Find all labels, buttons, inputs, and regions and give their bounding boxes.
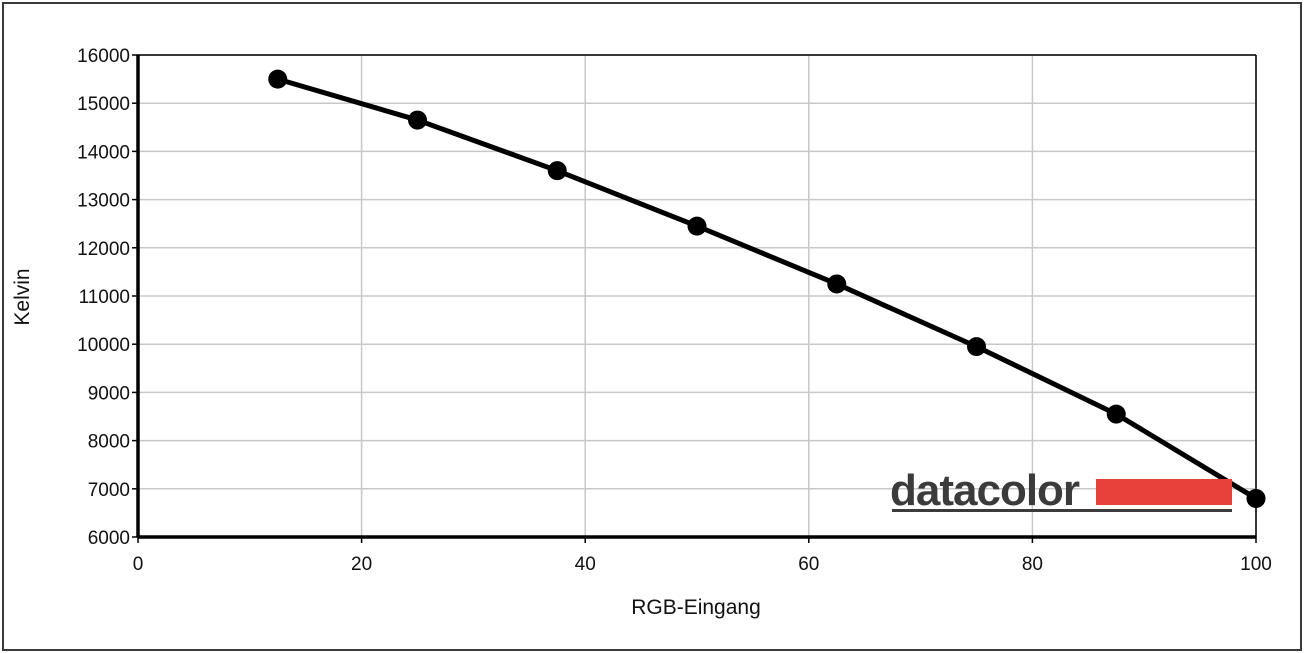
datacolor-logo: datacolor — [890, 466, 1232, 515]
x-tick-label: 20 — [351, 554, 372, 575]
y-tick-label: 7000 — [88, 480, 130, 501]
logo-text: datacolor — [890, 466, 1080, 515]
x-tick-label: 100 — [1240, 554, 1272, 575]
y-tick-label: 14000 — [77, 142, 130, 163]
data-point — [1246, 488, 1266, 508]
series-group — [268, 69, 1266, 508]
data-point — [547, 161, 567, 181]
y-tick-label: 10000 — [77, 335, 130, 356]
data-point — [408, 110, 427, 130]
x-tick-label: 80 — [1022, 554, 1043, 575]
y-axis-ticks: 6000 7000 8000 9000 10000 11000 12000 13000 1400… — [77, 46, 138, 549]
y-axis-title: Kelvin — [11, 268, 34, 325]
x-tick-label: 40 — [575, 554, 596, 575]
x-axis-title: RGB-Eingang — [631, 596, 761, 619]
series-line — [277, 76, 1258, 501]
x-axis-ticks: 0 20 40 60 80 100 — [133, 537, 1272, 575]
logo-underline — [892, 509, 1232, 512]
data-point — [687, 216, 707, 236]
y-tick-label: 12000 — [77, 239, 130, 260]
data-point — [967, 337, 986, 357]
y-tick-label: 13000 — [77, 191, 130, 212]
y-tick-label: 8000 — [88, 432, 130, 453]
logo-red-bar — [1096, 479, 1232, 505]
y-tick-label: 6000 — [88, 528, 130, 549]
data-point — [1106, 404, 1126, 424]
axes — [136, 54, 1257, 539]
x-tick-label: 60 — [798, 554, 819, 575]
y-tick-label: 11000 — [79, 287, 130, 308]
x-tick-label: 0 — [133, 554, 144, 575]
data-point — [268, 69, 288, 89]
data-point — [827, 274, 847, 294]
y-tick-label: 9000 — [88, 383, 130, 404]
grid-lines — [138, 54, 1257, 537]
y-tick-label: 16000 — [77, 46, 130, 67]
y-tick-label: 15000 — [77, 94, 130, 115]
